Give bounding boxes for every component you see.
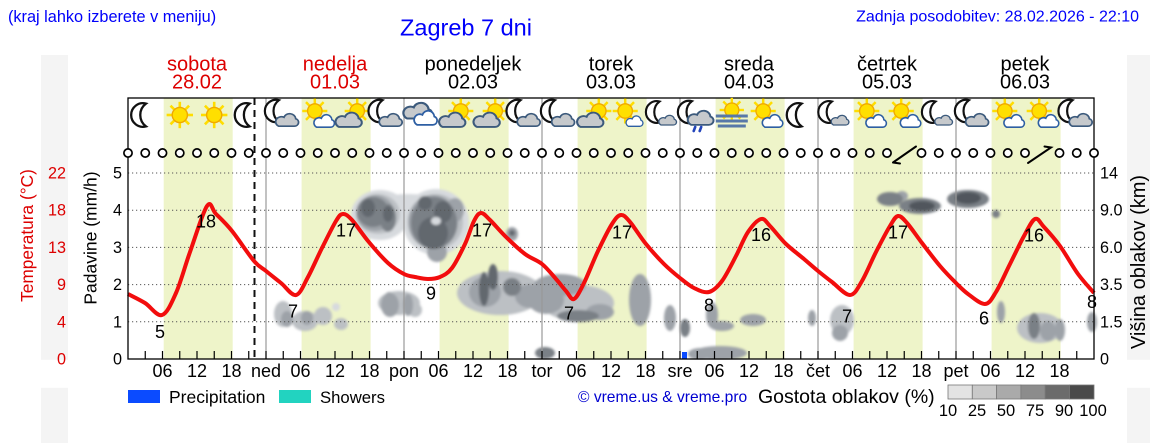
svg-text:06: 06 (842, 361, 862, 381)
svg-text:04.03: 04.03 (724, 72, 774, 94)
svg-text:9.0: 9.0 (1100, 202, 1123, 220)
svg-text:9: 9 (426, 284, 436, 304)
svg-text:5: 5 (113, 165, 122, 183)
svg-text:pet: pet (943, 361, 968, 381)
svg-text:ponedeljek: ponedeljek (425, 54, 523, 76)
svg-text:18: 18 (221, 361, 241, 381)
svg-text:Gostota oblakov (%): Gostota oblakov (%) (758, 386, 935, 408)
svg-text:7: 7 (564, 304, 574, 324)
svg-text:17: 17 (888, 223, 908, 243)
svg-text:3.5: 3.5 (1100, 276, 1123, 294)
svg-text:17: 17 (612, 223, 632, 243)
svg-text:28.02: 28.02 (172, 72, 222, 94)
svg-text:1: 1 (113, 313, 122, 331)
svg-text:02.03: 02.03 (448, 72, 498, 94)
svg-text:ned: ned (251, 361, 281, 381)
svg-text:sobota: sobota (167, 54, 228, 76)
svg-text:4: 4 (57, 313, 66, 331)
svg-text:25: 25 (968, 402, 986, 420)
svg-text:06: 06 (704, 361, 724, 381)
svg-text:18: 18 (911, 361, 931, 381)
svg-text:9: 9 (57, 276, 66, 294)
svg-text:16: 16 (1024, 226, 1044, 246)
svg-text:10: 10 (939, 402, 957, 420)
svg-text:tor: tor (531, 361, 552, 381)
svg-text:© vreme.us & vreme.pro: © vreme.us & vreme.pro (578, 389, 748, 406)
svg-text:12: 12 (877, 361, 897, 381)
svg-text:Showers: Showers (320, 388, 385, 407)
svg-text:18: 18 (359, 361, 379, 381)
svg-text:petek: petek (1001, 54, 1051, 76)
svg-text:Temperatura (°C): Temperatura (°C) (17, 169, 37, 302)
svg-text:2: 2 (113, 276, 122, 294)
svg-text:0: 0 (57, 351, 66, 369)
svg-text:Zadnja posodobitev: 28.02.2026: Zadnja posodobitev: 28.02.2026 - 22:10 (856, 9, 1139, 26)
svg-text:sre: sre (667, 361, 692, 381)
svg-text:0: 0 (113, 351, 122, 369)
svg-text:7: 7 (288, 302, 298, 322)
svg-text:18: 18 (48, 202, 66, 220)
svg-text:03.03: 03.03 (586, 72, 636, 94)
svg-text:90: 90 (1055, 402, 1073, 420)
svg-text:06: 06 (980, 361, 1000, 381)
svg-text:22: 22 (48, 165, 66, 183)
svg-text:18: 18 (1049, 361, 1069, 381)
svg-text:čet: čet (806, 361, 830, 381)
svg-text:1.5: 1.5 (1100, 313, 1123, 331)
svg-text:12: 12 (463, 361, 483, 381)
svg-text:sreda: sreda (724, 54, 775, 76)
svg-text:torek: torek (589, 54, 634, 76)
svg-text:12: 12 (187, 361, 207, 381)
svg-text:12: 12 (739, 361, 759, 381)
svg-text:nedelja: nedelja (303, 54, 368, 76)
svg-text:6.0: 6.0 (1100, 239, 1123, 257)
svg-text:17: 17 (336, 221, 356, 241)
svg-text:Precipitation: Precipitation (169, 387, 265, 407)
svg-text:četrtek: četrtek (857, 54, 918, 76)
svg-text:12: 12 (601, 361, 621, 381)
svg-text:16: 16 (751, 225, 771, 245)
svg-text:7: 7 (842, 307, 852, 327)
svg-text:06: 06 (152, 361, 172, 381)
svg-text:06: 06 (566, 361, 586, 381)
svg-text:13: 13 (48, 239, 66, 257)
svg-text:Višina oblakov (km): Višina oblakov (km) (1128, 175, 1150, 349)
svg-text:12: 12 (1015, 361, 1035, 381)
svg-text:pon: pon (389, 361, 419, 381)
svg-text:5: 5 (155, 322, 165, 342)
svg-text:75: 75 (1026, 402, 1044, 420)
svg-text:06: 06 (428, 361, 448, 381)
svg-text:3: 3 (113, 239, 122, 257)
svg-text:4: 4 (113, 202, 122, 220)
svg-text:50: 50 (997, 402, 1015, 420)
svg-text:06: 06 (290, 361, 310, 381)
svg-text:18: 18 (635, 361, 655, 381)
svg-text:05.03: 05.03 (862, 72, 912, 94)
svg-text:Padavine (mm/h): Padavine (mm/h) (81, 171, 101, 304)
svg-text:18: 18 (497, 361, 517, 381)
svg-text:17: 17 (472, 221, 492, 241)
svg-text:18: 18 (196, 212, 216, 232)
svg-text:12: 12 (325, 361, 345, 381)
svg-text:06.03: 06.03 (1000, 72, 1050, 94)
svg-text:0: 0 (1100, 351, 1109, 369)
svg-text:8: 8 (704, 296, 714, 316)
svg-text:Zagreb 7 dni: Zagreb 7 dni (400, 15, 532, 41)
svg-text:(kraj lahko izberete v meniju): (kraj lahko izberete v meniju) (8, 8, 216, 26)
svg-text:8: 8 (1087, 292, 1097, 312)
svg-text:100: 100 (1079, 402, 1107, 420)
svg-text:01.03: 01.03 (310, 72, 360, 94)
svg-text:6: 6 (979, 309, 989, 329)
svg-text:14: 14 (1100, 165, 1118, 183)
svg-text:18: 18 (773, 361, 793, 381)
